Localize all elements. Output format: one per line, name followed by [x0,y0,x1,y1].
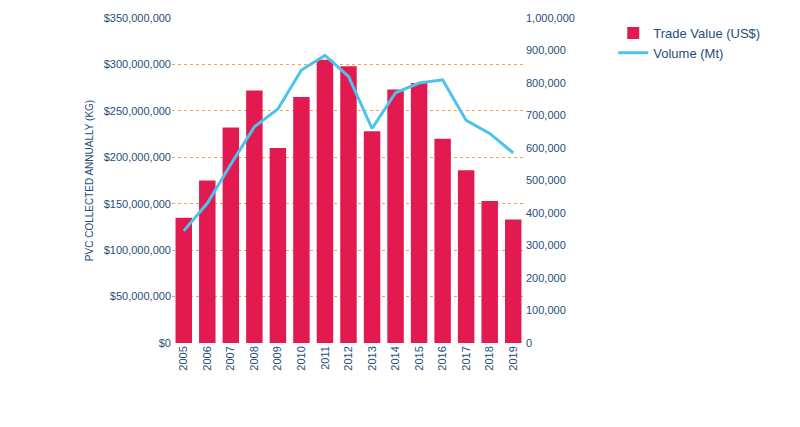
svg-text:1,000,000: 1,000,000 [526,12,575,24]
svg-text:2014: 2014 [389,346,401,370]
svg-text:2011: 2011 [319,346,331,370]
svg-text:2006: 2006 [201,346,213,370]
svg-text:2008: 2008 [248,346,260,370]
svg-text:PVC COLLECTED ANNUALLY (KG): PVC COLLECTED ANNUALLY (KG) [84,100,95,261]
svg-text:$250,000,000: $250,000,000 [104,105,171,117]
svg-text:Trade Value (US$): Trade Value (US$) [653,26,760,41]
svg-text:2016: 2016 [436,346,448,370]
svg-text:2009: 2009 [271,346,283,370]
svg-text:2007: 2007 [224,346,236,370]
svg-text:2010: 2010 [295,346,307,370]
svg-text:$200,000,000: $200,000,000 [104,151,171,163]
svg-text:$100,000,000: $100,000,000 [104,244,171,256]
svg-text:900,000: 900,000 [526,44,566,56]
svg-text:300,000: 300,000 [526,239,566,251]
svg-text:200,000: 200,000 [526,272,566,284]
svg-text:2018: 2018 [483,346,495,370]
svg-text:0: 0 [526,337,532,349]
svg-text:800,000: 800,000 [526,77,566,89]
svg-text:$150,000,000: $150,000,000 [104,198,171,210]
svg-text:2017: 2017 [460,346,472,370]
svg-text:2019: 2019 [507,346,519,370]
svg-text:2013: 2013 [366,346,378,370]
svg-text:600,000: 600,000 [526,142,566,154]
svg-text:700,000: 700,000 [526,109,566,121]
svg-text:$50,000,000: $50,000,000 [110,290,171,302]
svg-text:Volume (Mt): Volume (Mt) [653,46,723,61]
svg-text:100,000: 100,000 [526,304,566,316]
svg-text:2005: 2005 [177,346,189,370]
svg-text:2015: 2015 [413,346,425,370]
svg-text:$300,000,000: $300,000,000 [104,58,171,70]
svg-text:$0: $0 [159,337,171,349]
svg-text:400,000: 400,000 [526,207,566,219]
svg-text:500,000: 500,000 [526,174,566,186]
svg-text:$350,000,000: $350,000,000 [104,12,171,24]
svg-text:2012: 2012 [342,346,354,370]
